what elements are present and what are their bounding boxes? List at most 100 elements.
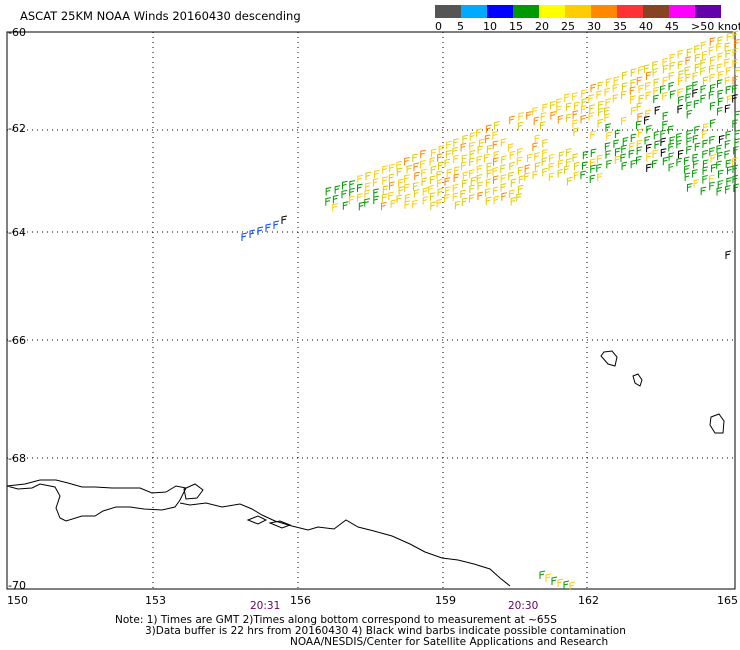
wind-barb: [733, 146, 739, 155]
wind-barb: [588, 112, 595, 121]
wind-barb: [437, 161, 444, 170]
wind-barb: [526, 153, 533, 163]
wind-barb: [493, 150, 500, 160]
lat-label--62: -62: [8, 122, 26, 135]
wind-barb: [700, 94, 707, 103]
wind-barb: [629, 86, 636, 95]
wind-barb: [596, 163, 602, 173]
wind-barb: [669, 61, 676, 71]
wind-barb: [652, 68, 659, 77]
wind-barb: [556, 98, 562, 107]
wind-barb: [604, 142, 611, 151]
wind-barb: [452, 146, 458, 156]
wind-barb: [273, 220, 280, 229]
wind-barb: [700, 186, 707, 196]
wind-barb: [702, 175, 708, 184]
note-line-2: 3)Data buffer is 22 hrs from 20160430 4)…: [145, 625, 626, 637]
wind-barb: [445, 186, 451, 195]
wind-barb: [493, 195, 500, 205]
wind-barb: [645, 91, 652, 100]
wind-barb: [701, 50, 708, 60]
wind-barb: [565, 102, 572, 112]
wind-barb: [684, 156, 690, 166]
wind-barb: [654, 106, 661, 115]
wind-barb: [724, 139, 731, 149]
wind-barb: [469, 150, 476, 159]
wind-barb: [429, 157, 436, 166]
wind-barb: [580, 105, 587, 114]
legend-swatch: [669, 5, 695, 18]
wind-barb: [444, 177, 451, 186]
island-1: [600, 350, 618, 367]
wind-barb: [566, 148, 572, 157]
wind-barb: [717, 106, 723, 116]
wind-barb: [404, 183, 410, 192]
wind-barb: [460, 189, 466, 199]
wind-barb: [557, 115, 564, 124]
wind-barb: [550, 100, 556, 110]
legend-label: 20: [535, 20, 549, 33]
wind-barb: [446, 168, 453, 177]
wind-barb: [372, 178, 379, 187]
wind-barb: [638, 84, 645, 94]
wind-barb: [636, 102, 643, 111]
wind-barb: [396, 167, 403, 177]
wind-barb: [588, 94, 594, 103]
coast-inlet: [183, 483, 204, 500]
wind-barb: [342, 180, 348, 190]
wind-barb: [540, 112, 547, 121]
wind-barb: [716, 160, 722, 170]
wind-barb: [437, 188, 444, 197]
wind-barb: [573, 127, 580, 136]
wind-barb: [724, 150, 731, 159]
wind-barb: [436, 170, 443, 180]
lat-label--70: -70: [8, 579, 26, 592]
wind-barb: [676, 157, 682, 167]
wind-barb: [724, 104, 731, 113]
wind-barb: [460, 142, 467, 152]
wind-barb: [694, 44, 700, 54]
legend-label: 0: [435, 20, 442, 33]
legend-swatch: [487, 5, 513, 18]
wind-barb: [485, 188, 491, 197]
wind-barb: [469, 132, 476, 141]
wind-barb: [621, 161, 628, 171]
wind-barb: [548, 172, 555, 182]
wind-barb: [590, 148, 597, 157]
wind-barb: [470, 176, 477, 186]
wind-barb: [662, 64, 669, 74]
wind-barb: [598, 100, 604, 110]
wind-barb: [693, 179, 700, 188]
wind-barb: [436, 178, 443, 188]
wind-barb: [461, 154, 468, 163]
wind-barb: [630, 106, 637, 116]
wind-barb: [462, 134, 469, 144]
wind-barb: [709, 181, 715, 191]
wind-barb: [373, 195, 379, 205]
wind-barb: [454, 200, 461, 210]
wind-barb: [638, 65, 644, 75]
wind-barb: [469, 141, 475, 151]
wind-barb: [725, 66, 732, 76]
wind-barb: [692, 71, 699, 81]
wind-barb: [670, 90, 676, 99]
wind-barb: [438, 145, 445, 154]
wind-barb: [382, 176, 388, 185]
wind-barb: [692, 169, 698, 178]
wind-barb: [694, 53, 701, 63]
wind-barb: [510, 178, 517, 187]
legend-swatch: [617, 5, 643, 18]
wind-barb: [429, 175, 436, 185]
wind-barb: [249, 229, 256, 238]
note-line-1: Note: 1) Times are GMT 2)Times along bot…: [115, 614, 557, 626]
wind-barb: [684, 66, 691, 75]
legend-swatch: [461, 5, 487, 18]
wind-barb: [572, 153, 579, 162]
wind-barb: [613, 139, 620, 148]
wind-barb: [717, 52, 724, 61]
coast-west-segment: [6, 479, 187, 522]
wind-barb: [652, 60, 658, 70]
wind-barb: [444, 193, 450, 203]
wind-barb: [332, 194, 339, 204]
